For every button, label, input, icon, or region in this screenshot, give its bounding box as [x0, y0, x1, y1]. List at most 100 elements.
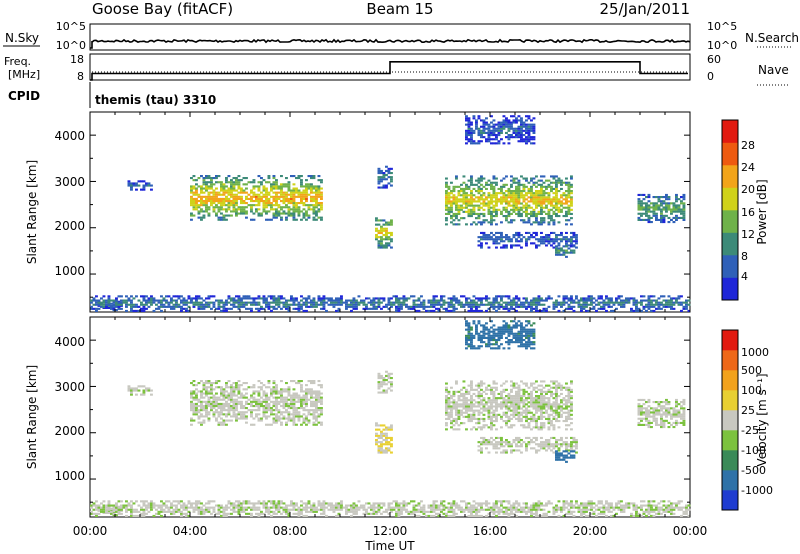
echo-cell — [515, 131, 518, 134]
echo-cell — [527, 200, 531, 203]
echo-cell — [220, 216, 223, 219]
echo-cell — [205, 392, 208, 395]
echo-cell — [552, 192, 556, 195]
echo-cell — [512, 194, 516, 197]
echo-cell — [385, 428, 388, 431]
echo-cell — [260, 386, 263, 389]
echo-cell — [467, 140, 471, 143]
echo-cell — [280, 208, 283, 211]
echo-cell — [540, 424, 543, 427]
echo-cell — [537, 417, 541, 420]
echo-cell — [555, 236, 558, 239]
echo-cell — [295, 195, 298, 198]
echo-cell — [535, 407, 538, 410]
echo-cell — [505, 236, 508, 239]
echo-cell — [382, 178, 386, 181]
echo-cell — [497, 345, 501, 348]
echo-cell — [455, 401, 458, 404]
echo-cell — [520, 407, 523, 410]
echo-cell — [545, 411, 548, 414]
echo-cell — [275, 210, 278, 213]
echo-cell — [530, 127, 533, 130]
echo-cell — [387, 449, 391, 452]
echo-cell — [605, 303, 608, 306]
echo-cell — [540, 411, 543, 414]
echo-cell — [547, 217, 551, 220]
echo-cell — [547, 238, 551, 241]
echo-cell — [660, 210, 663, 213]
echo-cell — [235, 202, 238, 205]
echo-cell — [477, 185, 481, 188]
echo-cell — [377, 372, 381, 375]
echo-cell — [377, 182, 381, 185]
echo-cell — [265, 405, 268, 408]
echo-cell — [545, 405, 548, 408]
echo-cell — [467, 297, 471, 300]
echo-cell — [452, 219, 456, 222]
echo-cell — [497, 200, 501, 203]
echo-cell — [517, 234, 521, 237]
echo-cell — [532, 382, 536, 385]
echo-cell — [377, 167, 381, 170]
echo-cell — [215, 409, 218, 412]
echo-cell — [302, 309, 306, 312]
echo-cell — [232, 405, 236, 408]
echo-cell — [477, 403, 481, 406]
echo-cell — [452, 307, 456, 310]
echo-cell — [525, 215, 528, 218]
echo-cell — [490, 422, 493, 425]
echo-cell — [222, 216, 226, 219]
echo-cell — [480, 202, 483, 205]
echo-cell — [207, 305, 211, 308]
echo-cell — [397, 297, 401, 300]
echo-cell — [310, 402, 313, 405]
echo-cell — [507, 119, 511, 122]
echo-cell — [505, 244, 508, 247]
echo-cell — [352, 305, 356, 308]
echo-cell — [457, 219, 461, 222]
echo-cell — [540, 219, 543, 222]
echo-cell — [545, 238, 548, 241]
echo-cell — [267, 202, 271, 205]
echo-cell — [232, 415, 236, 418]
echo-cell — [412, 295, 416, 298]
echo-cell — [460, 183, 463, 186]
echo-cell — [280, 218, 283, 221]
echo-cell — [282, 411, 286, 414]
echo-cell — [150, 297, 153, 300]
echo-cell — [250, 204, 253, 207]
echo-cell — [567, 185, 571, 188]
echo-cell — [167, 301, 171, 304]
echo-cell — [642, 305, 646, 308]
echo-cell — [477, 409, 481, 412]
echo-cell — [212, 411, 216, 414]
echo-cell — [502, 295, 506, 298]
echo-cell — [507, 407, 511, 410]
echo-cell — [590, 299, 593, 302]
echo-cell — [202, 415, 206, 418]
echo-cell — [110, 305, 113, 308]
echo-cell — [550, 238, 553, 241]
echo-cell — [127, 297, 131, 300]
echo-cell — [500, 240, 503, 243]
echo-cell — [590, 301, 593, 304]
echo-cell — [582, 307, 586, 310]
echo-cell — [210, 204, 213, 207]
echo-cell — [262, 307, 266, 310]
echo-cell — [265, 301, 268, 304]
echo-cell — [455, 422, 458, 425]
echo-cell — [475, 301, 478, 304]
echo-cell — [275, 409, 278, 412]
echo-cell — [385, 178, 388, 181]
echo-cell — [240, 413, 243, 416]
echo-cell — [450, 210, 453, 213]
echo-cell — [545, 179, 548, 182]
echo-cell — [480, 190, 483, 193]
echo-cell — [545, 196, 548, 199]
echo-cell — [222, 309, 226, 312]
echo-cell — [142, 307, 146, 310]
echo-cell — [265, 392, 268, 395]
echo-cell — [472, 295, 476, 298]
echo-cell — [477, 142, 481, 145]
echo-cell — [492, 411, 496, 414]
